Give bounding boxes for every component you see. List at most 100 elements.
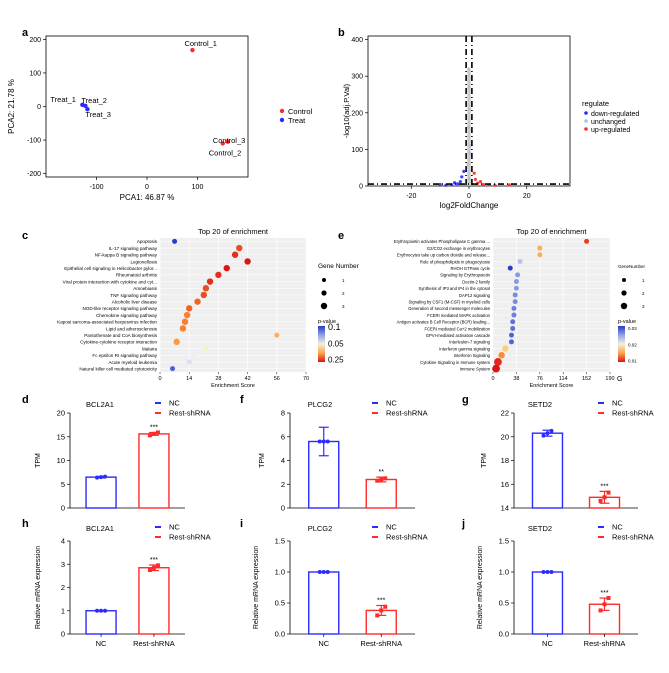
enrichment-dot	[508, 339, 514, 345]
enrichment-term-label: Immune System	[460, 366, 491, 371]
enrichment-corner-label: G	[617, 376, 622, 383]
replicate-point	[602, 602, 607, 607]
enrichment-term-label: Cytokine-cytokine receptor interaction	[80, 340, 157, 345]
bar-chart-title: PLCG2	[308, 400, 333, 409]
bar-y-axis-label: Relative mRNA expression	[253, 546, 260, 629]
panel-label-h: h	[22, 518, 29, 530]
bar	[138, 567, 170, 635]
bar-legend-label: NC	[169, 523, 180, 532]
enrichment-size-legend-key	[322, 278, 326, 282]
pca-point-label: Control_3	[213, 136, 246, 145]
bar-y-tick-label: 0.5	[275, 599, 285, 608]
bar-y-tick-label: 15	[57, 432, 65, 441]
enrichment-color-legend-label: 0.25	[328, 356, 344, 365]
enrichment-term-label: Pantothenate and CoA biosynthesis	[84, 333, 157, 338]
enrichment-size-legend-title: GeneNumber	[618, 264, 646, 269]
enrichment-term-label: G2/CO2 exchange in erythrocytes	[427, 246, 490, 251]
replicate-point	[602, 495, 607, 500]
bar-y-tick-label: 22	[501, 409, 509, 418]
significance-marker: ***	[150, 424, 158, 431]
volcano-legend-key	[584, 111, 588, 115]
enrichment-dot	[508, 332, 514, 338]
enrichment-x-tick-label: 0	[158, 376, 161, 382]
pca-x-tick-label: -100	[89, 184, 103, 191]
enrichment-dot	[515, 272, 521, 278]
enrichment-dot	[183, 311, 191, 319]
enrichment-dot	[584, 238, 590, 244]
enrichment-term-label: Role of phospholipids in phagocytosis	[420, 259, 490, 264]
enrichment-color-legend-title: p-value	[318, 319, 336, 325]
enrichment-dot	[190, 352, 196, 358]
replicate-point	[147, 433, 152, 438]
enrichment-dot	[513, 279, 519, 285]
enrichment-dot	[498, 352, 505, 359]
enrichment-x-tick-label: 38	[513, 376, 519, 382]
volcano-unchanged-cluster	[467, 68, 471, 186]
enrichment-dot	[172, 238, 178, 244]
bar-chart-title: PLCG2	[308, 524, 333, 533]
replicate-point	[383, 604, 388, 609]
volcano-point	[478, 180, 483, 184]
enrichment-dot	[186, 305, 193, 312]
enrichment-dot	[512, 292, 518, 298]
bar-y-tick-label: 1.0	[499, 568, 509, 577]
pca-y-tick-label: -100	[27, 138, 41, 145]
volcano-y-tick-label: 200	[351, 110, 363, 117]
enrichment-dot	[173, 338, 180, 346]
bar-y-tick-label: 3	[61, 560, 65, 569]
panel-label-a: a	[22, 27, 29, 39]
bar-x-tick-label: Rest-shRNA	[584, 639, 626, 648]
replicate-point	[321, 570, 326, 574]
bar-chart-title: SETD2	[528, 400, 552, 409]
enrichment-dot	[511, 312, 517, 318]
enrichment-term-label: Signaling by Erythropoietin	[440, 273, 490, 278]
replicate-point	[545, 570, 550, 574]
pca-y-tick-label: 200	[29, 37, 41, 44]
enrichment-term-label: Kaposi sarcoma-associated herpesvirus in…	[57, 320, 157, 325]
enrichment-dot	[194, 298, 201, 305]
enrichment-size-legend-label: 3	[642, 304, 645, 309]
enrichment-dot	[510, 325, 516, 331]
enrichment-dot	[492, 364, 500, 373]
enrichment-dot	[215, 271, 222, 279]
bar-legend-label: NC	[169, 399, 180, 408]
bar-legend-label: Rest-shRNA	[169, 533, 211, 542]
enrichment-term-label: NOD-like receptor signaling pathway	[82, 306, 157, 311]
enrichment-term-label: Chemokine signaling pathway	[96, 313, 158, 318]
replicate-point	[151, 565, 156, 570]
enrichment-dot	[206, 278, 214, 285]
bar-y-axis-label: Relative mRNA expression	[35, 546, 42, 629]
pca-legend-key	[279, 108, 285, 114]
enrichment-term-label: Interferon Signaling	[454, 353, 491, 358]
enrichment-term-label: Acute myeloid leukemia	[108, 360, 157, 365]
bar-y-axis-label: TPM	[35, 453, 42, 468]
pca-point	[190, 47, 195, 53]
bar-y-tick-label: 0.0	[275, 630, 285, 639]
replicate-point	[103, 608, 108, 613]
bar-y-tick-label: 0.5	[499, 599, 509, 608]
pca-point-label: Treat_2	[81, 96, 107, 105]
bar-y-tick-label: 4	[61, 537, 65, 546]
bar	[531, 432, 564, 509]
bar-legend-label: Rest-shRNA	[386, 409, 428, 418]
enrichment-term-label: Interleukin-7 signaling	[449, 340, 490, 345]
enrichment-term-label: Viral protein interaction with cytokine …	[63, 279, 157, 284]
enrichment-dot	[507, 265, 513, 271]
replicate-point	[325, 570, 330, 574]
enrichment-size-legend-key	[620, 302, 628, 310]
enrichment-term-label: Erythrocytes take up carbon dioxide and …	[397, 253, 490, 258]
replicate-point	[549, 428, 554, 433]
enrichment-term-label: Lipid and atherosclerosis	[106, 326, 158, 331]
enrichment-term-label: Antigen activates B Cell Receptor (BCR) …	[397, 320, 490, 325]
enrichment-term-label: Natural killer cell mediated cytotoxicit…	[79, 366, 157, 371]
replicate-point	[606, 596, 611, 601]
enrichment-color-legend-title: p-value	[618, 319, 636, 325]
bar-chart-title: SETD2	[528, 524, 552, 533]
bar-y-tick-label: 20	[501, 432, 509, 441]
enrichment-term-label: Amoebiasis	[133, 286, 157, 291]
enrichment-dot	[179, 325, 187, 332]
enrichment-color-legend-label: 0.02	[628, 342, 637, 347]
bar-chart-title: BCL2A1	[86, 524, 114, 533]
enrichment-x-tick-label: 114	[559, 376, 568, 382]
enrichment-color-legend-label: 0.01	[628, 359, 637, 364]
